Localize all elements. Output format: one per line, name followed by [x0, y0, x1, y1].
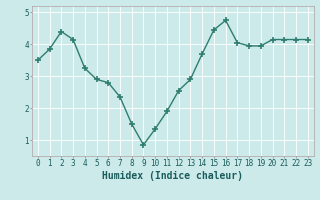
X-axis label: Humidex (Indice chaleur): Humidex (Indice chaleur)	[102, 171, 243, 181]
